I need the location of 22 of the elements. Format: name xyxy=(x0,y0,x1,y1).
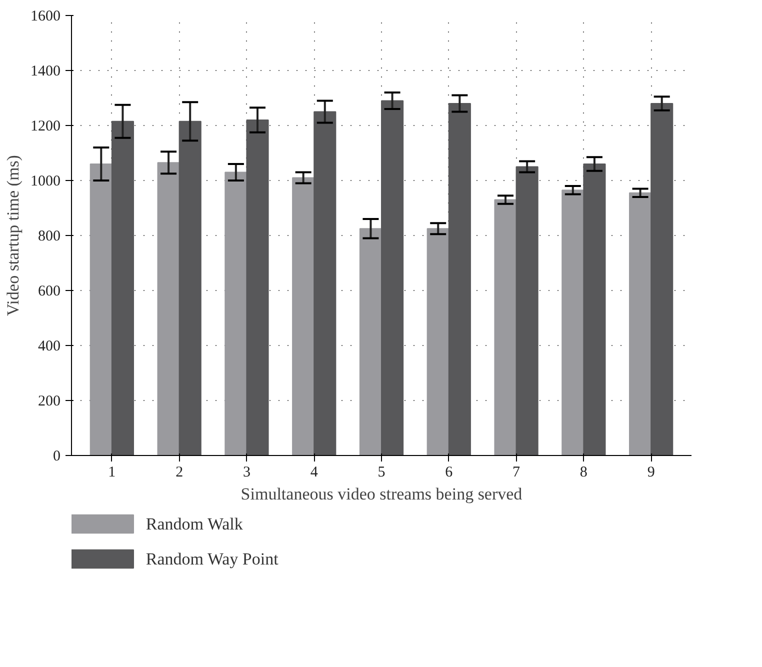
x-tick-label: 5 xyxy=(378,464,386,480)
legend-label: Random Way Point xyxy=(146,550,279,568)
y-axis-title: Video startup time (ms) xyxy=(4,155,22,316)
x-tick-label: 9 xyxy=(647,464,655,480)
x-tick-label: 1 xyxy=(108,464,116,480)
y-tick-label: 400 xyxy=(38,338,60,354)
x-tick-label: 8 xyxy=(580,464,588,480)
y-tick-label: 1600 xyxy=(30,8,60,24)
x-tick-label: 6 xyxy=(445,464,454,480)
x-axis-title: Simultaneous video streams being served xyxy=(240,484,523,504)
y-tick-label: 1400 xyxy=(30,64,60,80)
x-tick-label: 7 xyxy=(512,464,521,480)
y-tick-label: 1000 xyxy=(30,174,60,190)
x-tick-label: 2 xyxy=(176,464,184,480)
x-tick-label: 4 xyxy=(310,464,318,480)
legend-label: Random Walk xyxy=(146,514,244,534)
y-tick-label: 600 xyxy=(38,284,60,300)
y-tick-label: 1200 xyxy=(30,118,60,134)
y-tick-label: 800 xyxy=(38,228,60,244)
x-tick-label: 3 xyxy=(242,464,250,480)
y-tick-label: 0 xyxy=(53,448,60,464)
y-tick-label: 200 xyxy=(38,394,60,410)
